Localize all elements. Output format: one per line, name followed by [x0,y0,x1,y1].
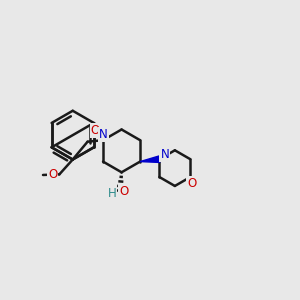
Text: N: N [160,148,169,161]
Text: O: O [187,177,196,190]
Text: O: O [91,124,100,137]
Text: N: N [99,128,108,141]
Text: H: H [107,187,116,200]
Text: O: O [119,185,128,198]
Text: O: O [48,168,57,181]
Polygon shape [140,156,160,163]
